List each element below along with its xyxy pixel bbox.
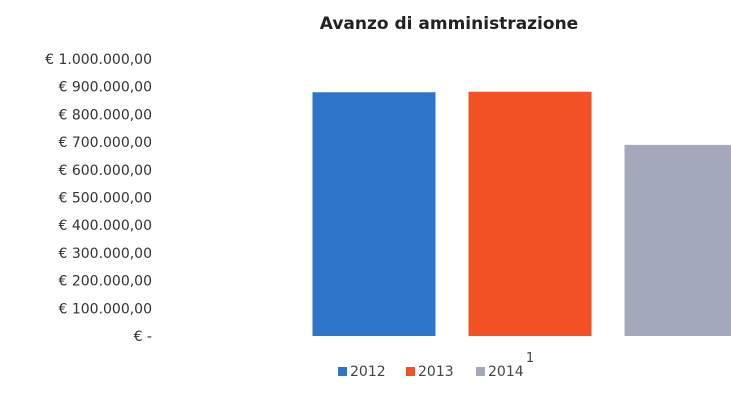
legend-item-2014: 2014 [476, 364, 524, 380]
y-axis: € 1.000.000,00 € 900.000,00 € 800.000,00 € … [45, 52, 152, 345]
bar-2012 [312, 92, 436, 337]
bar-2013 [468, 91, 592, 336]
y-tick-label: € 400.000,00 [58, 218, 152, 234]
y-tick-label: € 200.000,00 [58, 274, 152, 290]
legend-item-2012: 2012 [338, 364, 386, 380]
x-axis: 1 [526, 351, 534, 366]
y-tick-label: € - [134, 329, 152, 345]
x-tick-label: 1 [526, 351, 534, 366]
y-tick-label: € 500.000,00 [58, 191, 152, 207]
bar-2014 [624, 144, 731, 336]
legend-swatch-2013 [406, 367, 415, 376]
y-tick-label: € 800.000,00 [58, 107, 152, 123]
legend-swatch-2012 [338, 367, 347, 376]
legend-label: 2013 [418, 364, 454, 380]
y-tick-label: € 900.000,00 [58, 80, 152, 96]
legend-item-2013: 2013 [406, 364, 454, 380]
bars [312, 91, 731, 337]
y-tick-label: € 700.000,00 [58, 135, 152, 151]
legend-label: 2014 [488, 364, 524, 380]
y-tick-label: € 100.000,00 [58, 301, 152, 317]
y-tick-label: € 1.000.000,00 [45, 52, 152, 68]
legend: 2012 2013 2014 [338, 364, 524, 380]
y-tick-label: € 300.000,00 [58, 246, 152, 262]
chart-title: Avanzo di amministrazione [320, 14, 578, 34]
legend-label: 2012 [350, 364, 386, 380]
y-tick-label: € 600.000,00 [58, 163, 152, 179]
legend-swatch-2014 [476, 367, 485, 376]
